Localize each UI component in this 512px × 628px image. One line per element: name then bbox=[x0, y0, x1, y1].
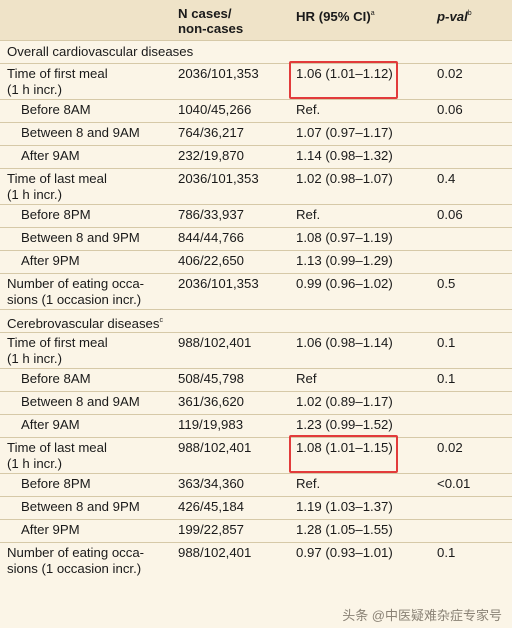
hr-value: 1.02 (0.89–1.17) bbox=[296, 394, 393, 409]
row-label: Between 8 and 9PM bbox=[21, 499, 140, 514]
n-cases-value: 406/22,650 bbox=[178, 253, 245, 268]
highlight-box bbox=[289, 61, 398, 99]
hr-value: 1.28 (1.05–1.55) bbox=[296, 522, 393, 537]
p-value: 0.5 bbox=[437, 276, 456, 291]
n-cases-value: 363/34,360 bbox=[178, 476, 245, 491]
p-value: 0.1 bbox=[437, 371, 456, 386]
n-cases-value: 508/45,798 bbox=[178, 371, 245, 386]
row-label: Number of eating occa-sions (1 occasion … bbox=[7, 276, 145, 307]
table-row: After 9PM 406/22,650 1.13 (0.99–1.29) bbox=[0, 250, 512, 274]
table-header: N cases/ non-cases HR (95% CI)a p-valb bbox=[0, 0, 512, 40]
n-cases-value: 426/45,184 bbox=[178, 499, 245, 514]
n-cases-value: 764/36,217 bbox=[178, 125, 245, 140]
section-title: Overall cardiovascular diseases bbox=[7, 44, 194, 59]
row-label: Time of first meal (1 h incr.) bbox=[7, 66, 108, 97]
table-row: Number of eating occa-sions (1 occasion … bbox=[0, 542, 512, 579]
row-label: Time of last meal (1 h incr.) bbox=[7, 440, 107, 471]
hr-value: 1.06 (1.01–1.12) bbox=[296, 66, 393, 81]
table-row: Between 8 and 9AM 361/36,620 1.02 (0.89–1.… bbox=[0, 391, 512, 415]
row-label: After 9AM bbox=[21, 148, 80, 163]
table-row: Before 8PM 786/33,937 Ref. 0.06 bbox=[0, 204, 512, 228]
p-value: 0.06 bbox=[437, 207, 463, 222]
table-row: After 9PM 199/22,857 1.28 (1.05–1.55) bbox=[0, 519, 512, 543]
hr-value: 1.14 (0.98–1.32) bbox=[296, 148, 393, 163]
hr-value: 0.97 (0.93–1.01) bbox=[296, 545, 393, 560]
row-label: Time of first meal (1 h incr.) bbox=[7, 335, 108, 366]
table-row: Time of first meal (1 h incr.) 988/102,401… bbox=[0, 332, 512, 369]
n-cases-value: 988/102,401 bbox=[178, 545, 252, 560]
p-value: 0.1 bbox=[437, 545, 456, 560]
section-row: Overall cardiovascular diseases bbox=[0, 40, 512, 64]
row-label: Before 8PM bbox=[21, 476, 91, 491]
hr-value: 1.06 (0.98–1.14) bbox=[296, 335, 393, 350]
header-hr: HR (95% CI)a bbox=[296, 9, 375, 24]
hr-value: 1.08 (0.97–1.19) bbox=[296, 230, 393, 245]
hr-value: 1.13 (0.99–1.29) bbox=[296, 253, 393, 268]
table-row: Between 8 and 9PM 844/44,766 1.08 (0.97–1.… bbox=[0, 227, 512, 251]
hr-value: 1.02 (0.98–1.07) bbox=[296, 171, 393, 186]
row-label: Before 8PM bbox=[21, 207, 91, 222]
table-row: Number of eating occa-sions (1 occasion … bbox=[0, 273, 512, 310]
row-label: Between 8 and 9PM bbox=[21, 230, 140, 245]
table-row: Between 8 and 9AM 764/36,217 1.07 (0.97–1.… bbox=[0, 122, 512, 146]
n-cases-value: 232/19,870 bbox=[178, 148, 245, 163]
p-value: 0.02 bbox=[437, 440, 463, 455]
highlight-box bbox=[289, 435, 398, 473]
table-row: Time of last meal (1 h incr.) 2036/101,353… bbox=[0, 168, 512, 205]
hr-value: 1.07 (0.97–1.17) bbox=[296, 125, 393, 140]
hr-value: 0.99 (0.96–1.02) bbox=[296, 276, 393, 291]
row-label: After 9PM bbox=[21, 253, 80, 268]
hr-value: Ref. bbox=[296, 207, 321, 222]
hr-value: Ref. bbox=[296, 102, 321, 117]
n-cases-value: 119/19,983 bbox=[178, 417, 244, 432]
header-n-cases: N cases/ non-cases bbox=[178, 6, 244, 36]
p-value: <0.01 bbox=[437, 476, 471, 491]
row-label: Between 8 and 9AM bbox=[21, 394, 140, 409]
table-row: Between 8 and 9PM 426/45,184 1.19 (1.03–1.… bbox=[0, 496, 512, 520]
n-cases-value: 2036/101,353 bbox=[178, 66, 259, 81]
table-row: Before 8AM 1040/45,266 Ref. 0.06 bbox=[0, 99, 512, 123]
table-row: After 9AM 232/19,870 1.14 (0.98–1.32) bbox=[0, 145, 512, 169]
table-row: Before 8AM 508/45,798 Ref 0.1 bbox=[0, 368, 512, 392]
header-p-value: p-valb bbox=[437, 9, 472, 24]
table-row: Time of last meal (1 h incr.) 988/102,401 1… bbox=[0, 437, 512, 474]
n-cases-value: 361/36,620 bbox=[178, 394, 245, 409]
p-value: 0.1 bbox=[437, 335, 456, 350]
row-label: Time of last meal (1 h incr.) bbox=[7, 171, 107, 202]
row-label: Before 8AM bbox=[21, 371, 91, 386]
n-cases-value: 988/102,401 bbox=[178, 335, 252, 350]
section-row: Cerebrovascular diseasesc bbox=[0, 309, 512, 333]
row-label: Number of eating occa-sions (1 occasion … bbox=[7, 545, 145, 576]
n-cases-value: 1040/45,266 bbox=[178, 102, 252, 117]
n-cases-value: 199/22,857 bbox=[178, 522, 245, 537]
watermark: 头条 @中医疑难杂症专家号 bbox=[342, 608, 502, 623]
table-row: Time of first meal (1 h incr.) 2036/101,35… bbox=[0, 63, 512, 100]
row-label: Between 8 and 9AM bbox=[21, 125, 140, 140]
p-value: 0.06 bbox=[437, 102, 463, 117]
hr-value: 1.23 (0.99–1.52) bbox=[296, 417, 393, 432]
row-label: After 9AM bbox=[21, 417, 80, 432]
row-label: Before 8AM bbox=[21, 102, 91, 117]
hr-value: Ref. bbox=[296, 476, 321, 491]
n-cases-value: 2036/101,353 bbox=[178, 171, 259, 186]
row-label: After 9PM bbox=[21, 522, 80, 537]
hr-value: 1.08 (1.01–1.15) bbox=[296, 440, 393, 455]
section-title: Cerebrovascular diseasesc bbox=[7, 316, 163, 331]
table-row: After 9AM 119/19,983 1.23 (0.99–1.52) bbox=[0, 414, 512, 438]
hr-value: Ref bbox=[296, 371, 317, 386]
hr-value: 1.19 (1.03–1.37) bbox=[296, 499, 393, 514]
n-cases-value: 2036/101,353 bbox=[178, 276, 259, 291]
p-value: 0.02 bbox=[437, 66, 463, 81]
table-row: Before 8PM 363/34,360 Ref. <0.01 bbox=[0, 473, 512, 497]
p-value: 0.4 bbox=[437, 171, 456, 186]
n-cases-value: 988/102,401 bbox=[178, 440, 252, 455]
n-cases-value: 786/33,937 bbox=[178, 207, 245, 222]
n-cases-value: 844/44,766 bbox=[178, 230, 245, 245]
